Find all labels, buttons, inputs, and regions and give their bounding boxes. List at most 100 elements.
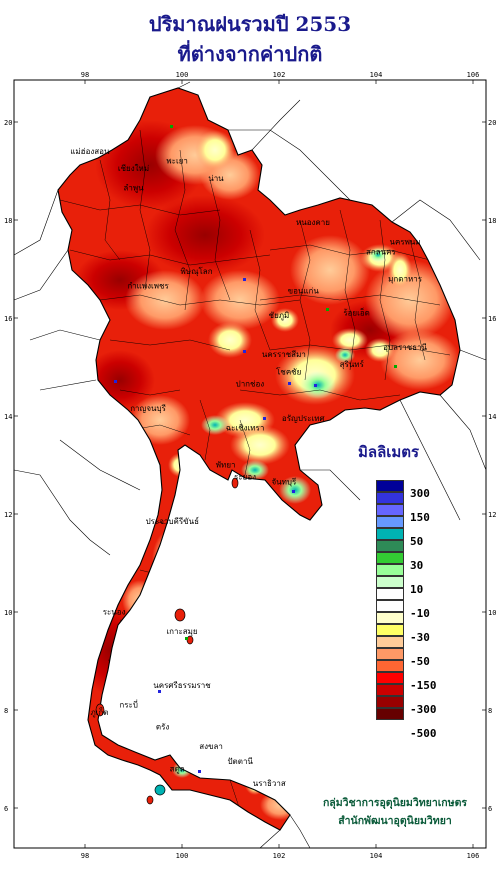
lon-tick-label: 98 [81, 852, 89, 860]
lon-tick-label: 106 [467, 852, 480, 860]
lat-tick-label: 18 [488, 217, 496, 225]
province-label: โชคชัย [276, 366, 301, 376]
legend-color-swatch [376, 624, 404, 636]
lat-tick-label: 14 [4, 413, 12, 421]
legend-color-swatch [376, 540, 404, 552]
legend-color-swatch [376, 612, 404, 624]
legend-color-swatch [376, 564, 404, 576]
province-label: พัทยา [216, 460, 236, 469]
province-label: มุกดาหาร [388, 274, 423, 283]
province-label: ชัยภูมิ [269, 311, 290, 321]
legend-value-label: -300 [410, 703, 437, 716]
lat-tick-label: 10 [488, 609, 496, 617]
legend-value-label: 30 [410, 559, 424, 572]
lat-tick-label: 18 [4, 217, 12, 225]
lon-tick-label: 100 [176, 852, 189, 860]
province-label: นครพนม [390, 238, 421, 247]
province-label: ขอนแก่น [288, 287, 320, 296]
latitude-ticks-left: 20 18 16 14 12 10 8 6 [4, 119, 18, 813]
legend-color-swatch [376, 660, 404, 672]
province-label: สกลนคร [366, 247, 396, 256]
legend-color-swatch [376, 600, 404, 612]
province-label: ตรัง [156, 723, 169, 732]
province-label: ร้อยเอ็ด [343, 308, 370, 318]
province-label: สุรินทร์ [340, 359, 365, 369]
lat-tick-label: 10 [4, 609, 12, 617]
province-label: จันทบุรี [271, 478, 297, 487]
station-markers [114, 125, 397, 773]
province-label: อรัญประเทศ [282, 414, 325, 423]
lat-tick-label: 8 [488, 707, 492, 715]
province-label: แม่ฮ่องสอน [70, 147, 110, 156]
lon-tick-label: 102 [273, 852, 286, 860]
lat-tick-label: 20 [4, 119, 12, 127]
lat-tick-label: 16 [4, 315, 12, 323]
province-label: ระยอง [234, 473, 256, 482]
province-label: กาญจนบุรี [130, 404, 166, 413]
credit-line1: กลุ่มวิชาการอุตุนิยมวิทยาเกษตร [322, 797, 468, 809]
credit-line2: สำนักพัฒนาอุตุนิยมวิทยา [338, 815, 452, 827]
legend-value-label: -10 [410, 607, 430, 620]
legend-value-label: -30 [410, 631, 430, 644]
province-label: สตูล [170, 764, 185, 774]
legend-color-swatch [376, 696, 404, 708]
longitude-ticks-top: 98 100 102 104 106 [81, 71, 480, 84]
lon-tick-label: 106 [467, 71, 480, 79]
legend-color-swatch [376, 672, 404, 684]
province-label: น่าน [208, 174, 224, 183]
province-label: ระนอง [103, 607, 126, 616]
province-label: ประจวบคีรีขันธ์ [146, 516, 200, 526]
legend-value-label: -500 [410, 727, 437, 740]
lon-tick-label: 100 [176, 71, 189, 79]
legend-value-label: -50 [410, 655, 430, 668]
province-label: ปัตตานี [227, 757, 253, 766]
province-label: กระบี่ [119, 699, 138, 710]
lon-tick-label: 102 [273, 71, 286, 79]
legend-value-label: 50 [410, 535, 424, 548]
lat-tick-label: 8 [4, 707, 8, 715]
province-label: นราธิวาส [253, 779, 286, 788]
province-label: หนองคาย [296, 218, 330, 227]
lat-tick-label: 20 [488, 119, 496, 127]
province-label: นครศรีธรรมราช [153, 681, 211, 690]
province-label: ลำพูน [123, 184, 144, 194]
legend-color-swatch [376, 528, 404, 540]
neighbor-boundaries [13, 81, 487, 849]
legend-color-swatch [376, 504, 404, 516]
map-title-line1: ปริมาณฝนรวมปี 2553 [148, 12, 352, 36]
province-label: ภูเก็ต [91, 707, 109, 718]
lon-tick-label: 98 [81, 71, 89, 79]
province-label: นครราชสีมา [262, 350, 306, 359]
legend-value-label: 300 [410, 487, 430, 500]
province-label: พิษณุโลก [181, 266, 213, 276]
province-label: ปากช่อง [236, 380, 265, 389]
legend-color-swatch [376, 648, 404, 660]
legend-color-swatch [376, 492, 404, 504]
legend-value-label: 150 [410, 511, 430, 524]
legend-color-swatch [376, 708, 404, 720]
province-label: เกาะสมุย [166, 627, 197, 636]
legend-value-label: 10 [410, 583, 424, 596]
legend-color-swatch [376, 576, 404, 588]
province-label: พะเยา [166, 157, 187, 166]
legend-unit-label: มิลลิเมตร [358, 443, 420, 461]
legend-color-swatch [376, 516, 404, 528]
lat-tick-label: 6 [488, 805, 492, 813]
islands [95, 477, 239, 805]
lon-tick-label: 104 [370, 852, 383, 860]
province-label: เชียงใหม่ [118, 164, 149, 173]
province-label: กำแพงเพชร [127, 282, 169, 291]
legend-color-swatch [376, 636, 404, 648]
legend-value-label: -150 [410, 679, 437, 692]
legend-color-swatch [376, 684, 404, 696]
latitude-ticks-right: 20 18 16 14 12 10 8 6 [482, 119, 496, 813]
legend-color-swatch [376, 588, 404, 600]
map-title-line2: ที่ต่างจากค่าปกติ [177, 42, 323, 66]
lat-tick-label: 12 [488, 511, 496, 519]
lat-tick-label: 16 [488, 315, 496, 323]
province-label: ฉะเชิงเทรา [226, 424, 265, 433]
longitude-ticks-bottom: 98 100 102 104 106 [81, 844, 480, 860]
lat-tick-label: 6 [4, 805, 8, 813]
